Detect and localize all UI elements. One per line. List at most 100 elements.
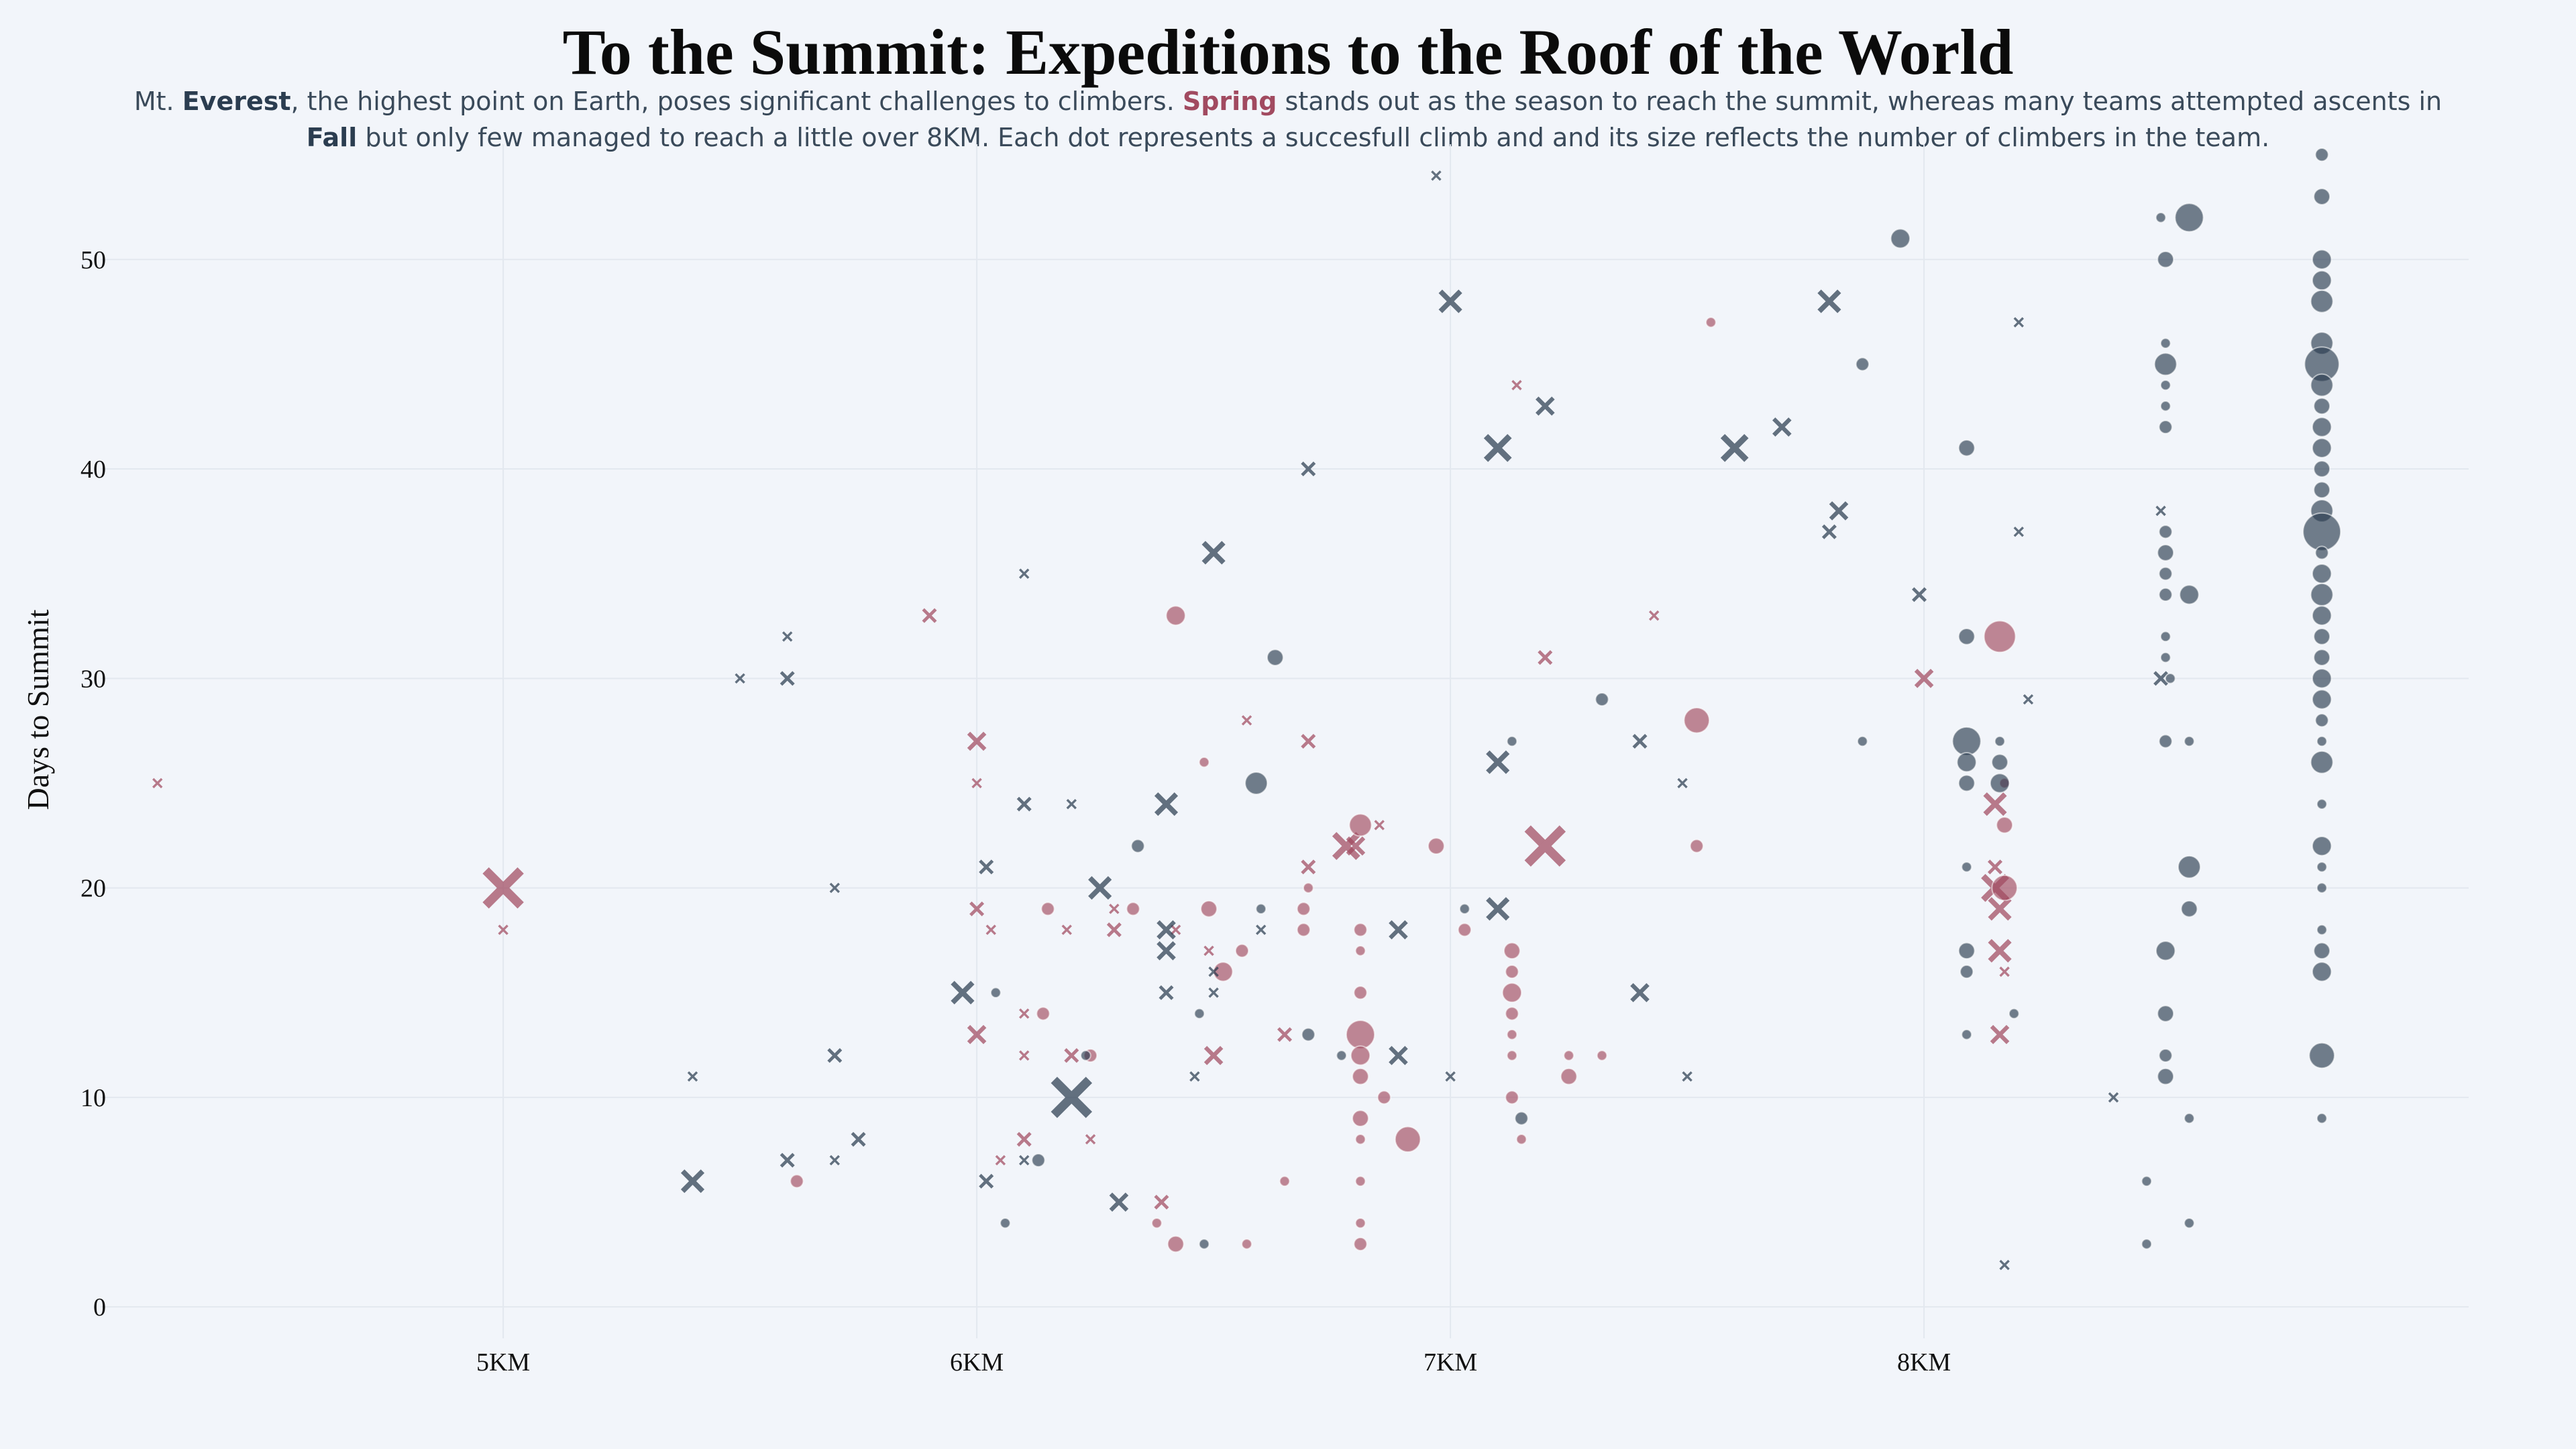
spring-cross-marker [1332,832,1360,861]
y-tick-label: 10 [80,1084,106,1112]
fall-summit-point [1458,903,1470,915]
fall-summit-point [2158,525,2173,539]
spring-summit-point [1036,1006,1051,1021]
spring-summit-point [1296,902,1311,916]
fall-summit-point [1957,774,1976,792]
spring-summit-point [1394,1126,1421,1153]
fall-cross-marker [829,882,841,894]
spring-summit-point [1377,1090,1391,1105]
cross-stroke [1389,1046,1408,1065]
fall-cross-marker [1088,876,1112,900]
fall-cross-marker [1632,734,1648,749]
spring-cross-marker [1170,924,1181,935]
fall-cross-marker [782,631,793,642]
spring-summit-point [1279,1175,1291,1187]
fall-summit-point [2316,798,2328,810]
spring-summit-point [1683,706,1711,734]
fall-summit-point [1961,861,1972,873]
spring-cross-marker [1109,904,1120,914]
spring-cross-marker [1241,715,1252,726]
fall-summit-point [2179,584,2200,605]
fall-summit-point [2311,270,2332,291]
fall-cross-marker [1051,1077,1093,1118]
cross-stroke [979,1173,994,1189]
fall-cross-marker [1208,966,1219,977]
fall-summit-point [2153,352,2178,376]
cross-stroke [1109,904,1120,914]
fall-summit-point [2311,249,2332,270]
spring-summit-point [1689,839,1704,853]
fall-cross-marker [1772,417,1792,437]
cross-stroke [1829,501,1849,521]
fall-summit-point [2310,750,2334,774]
cross-stroke [1389,920,1408,940]
spring-cross-marker [971,777,982,789]
spring-summit-point [1991,874,2018,902]
fall-cross-marker [1829,501,1849,521]
fall-cross-marker [1066,798,1077,810]
cross-stroke [1159,985,1174,1000]
gridlines [101,144,2469,1338]
fall-summit-point [2313,188,2331,205]
fall-summit-point [2158,1048,2173,1063]
cross-stroke [1486,897,1510,921]
spring-cross-marker [1016,1132,1032,1147]
fall-cross-marker [1157,941,1176,961]
fall-summit-point [2313,649,2331,666]
spring-summit-point [1354,1217,1366,1229]
fall-cross-marker [2023,694,2034,705]
subtitle-text-1: Mt. [133,87,182,116]
fall-summit-point [2313,481,2331,499]
spring-cross-marker [1301,734,1316,749]
cross-stroke [1682,1071,1693,1082]
fall-summit-point [2159,379,2171,391]
fall-summit-point [1957,627,1976,645]
fall-cross-marker [1154,792,1179,816]
fall-cross-marker [1445,1071,1456,1082]
fall-summit-point [1951,726,1982,757]
fall-summit-point [2157,544,2175,561]
cross-stroke [1648,610,1660,621]
fall-summit-point [2184,1217,2195,1229]
cross-stroke [2023,694,2034,705]
fall-summit-point [1855,357,1870,372]
spring-cross-marker [1203,1046,1224,1065]
spring-summit-point [1241,1238,1252,1250]
fall-cross-marker [680,1169,705,1193]
y-tick-label: 50 [80,246,106,274]
fall-cross-marker [780,671,795,686]
spring-summit-point [1345,1020,1376,1050]
cross-stroke [829,882,841,894]
fall-cross-marker [1109,1192,1129,1212]
x-tick-label: 8KM [1897,1348,1951,1377]
fall-cross-marker [1201,541,1226,565]
cross-stroke [1157,920,1176,940]
fall-summit-point [1994,735,2006,747]
spring-summit-point [1503,942,1521,960]
fall-summit-point [2316,735,2328,747]
fall-cross-marker [1630,983,1650,1003]
subtitle-text-2: , the highest point on Earth, poses sign… [290,87,1183,116]
fall-summit-point [2314,148,2329,162]
subtitle-text-3: stands out as the season to reach the su… [1277,87,2443,116]
fall-summit-point [1595,692,1609,707]
y-tick-label: 30 [80,665,106,693]
cross-stroke [1018,1050,1030,1061]
cross-stroke [782,631,793,642]
spring-cross-marker [1990,1024,2010,1044]
cross-stroke [780,1152,795,1168]
cross-stroke [1154,1195,1169,1210]
fall-summit-point [1080,1050,1091,1061]
cross-stroke [967,731,987,751]
fall-cross-marker [1999,1259,2010,1271]
chart-subtitle: Mt. Everest, the highest point on Earth,… [40,83,2536,156]
cross-stroke [1374,820,1385,830]
fall-summit-point [2313,942,2331,960]
cross-stroke [1445,1071,1456,1082]
spring-summit-point [1353,922,1368,937]
fall-summit-point [2164,673,2176,684]
cross-stroke [829,1155,841,1166]
fall-summit-point [2314,545,2329,560]
fall-summit-point [1961,1028,1972,1040]
